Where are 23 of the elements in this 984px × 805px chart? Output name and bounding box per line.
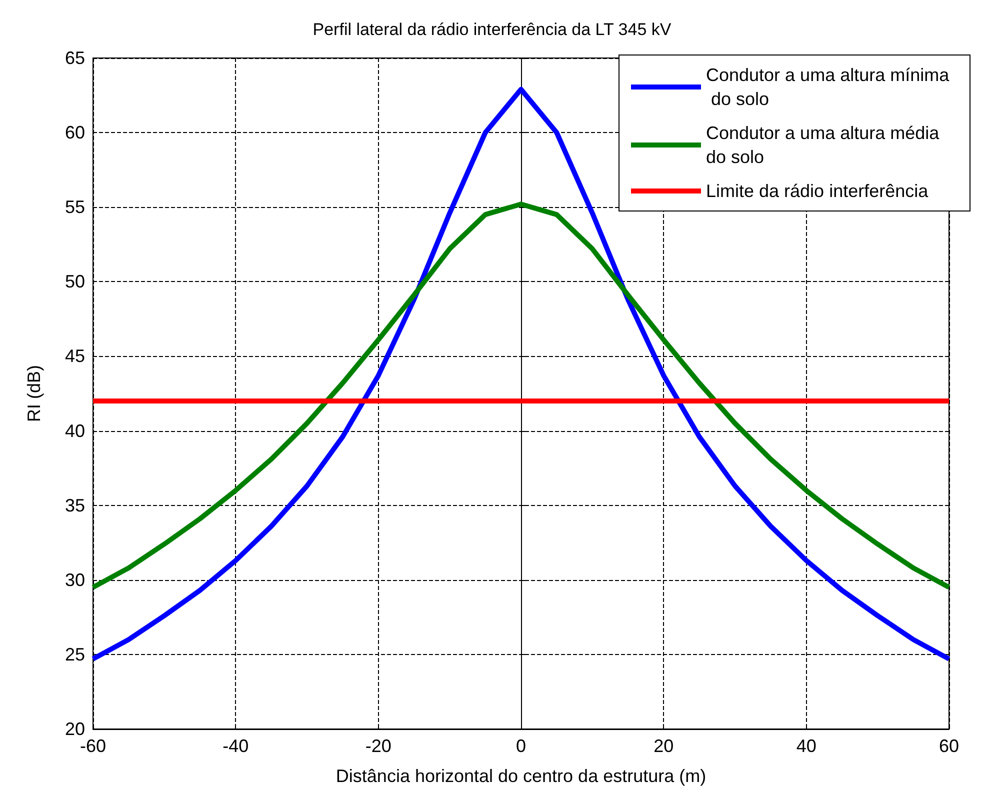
y-tick-label: 60	[64, 122, 85, 143]
y-axis-title: RI (dB)	[24, 364, 44, 422]
x-tick-label: -40	[222, 736, 249, 756]
chart-title: Perfil lateral da rádio interferência da LT 345 kV	[312, 20, 672, 39]
legend-label: Limite da rádio interferência	[706, 181, 930, 201]
legend-label: Condutor a uma altura média do solo	[706, 123, 944, 167]
y-tick-label: 35	[64, 495, 85, 516]
x-tick-label: -60	[80, 736, 106, 756]
x-tick-label: 40	[796, 736, 816, 756]
y-tick-label: 55	[64, 197, 85, 218]
x-tick-label: 60	[938, 736, 960, 756]
x-tick-label: 0	[516, 736, 526, 756]
y-tick-label: 20	[64, 719, 85, 739]
x-axis-title: Distância horizontal do centro da estrutura (m)	[336, 766, 706, 786]
y-tick-label: 65	[64, 48, 85, 68]
x-tick-label: -20	[365, 736, 392, 756]
x-tick-label: 20	[654, 736, 674, 756]
y-tick-label: 25	[64, 644, 85, 664]
y-tick-label: 40	[64, 420, 85, 441]
y-tick-label: 50	[64, 272, 85, 292]
legend-label: Condutor a uma altura mínima do solo	[706, 65, 950, 109]
y-tick-label: 45	[64, 346, 85, 366]
y-tick-label: 30	[64, 570, 85, 590]
